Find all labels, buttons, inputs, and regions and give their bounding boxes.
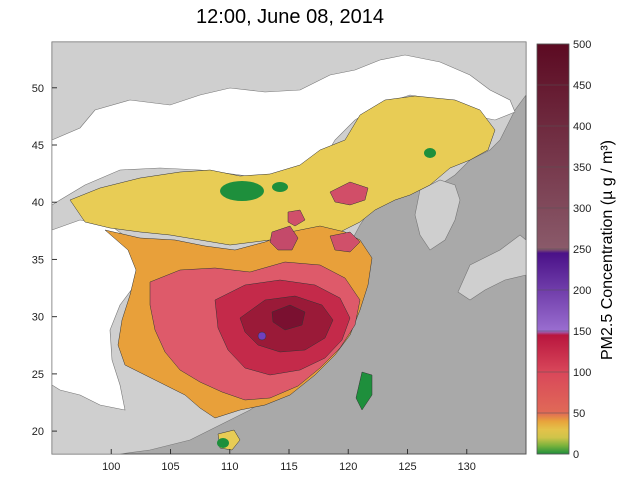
x-tick-label: 105 — [161, 461, 179, 473]
pm25-green-patch-1 — [220, 181, 264, 201]
colorbar-tick-label: 350 — [573, 162, 591, 174]
colorbar-ticks: 0 50 100 150 200 250 300 350 400 450 500 — [537, 39, 591, 461]
japan-islands — [457, 234, 527, 301]
x-tick-label: 100 — [102, 461, 120, 473]
x-tick-label: 115 — [280, 461, 298, 473]
taiwan-island — [355, 371, 373, 411]
colorbar-tick-label: 300 — [573, 203, 591, 215]
y-tick-label: 25 — [32, 369, 44, 381]
colorbar: 0 50 100 150 200 250 300 350 400 450 500 PM2.5 Con… — [536, 39, 616, 461]
x-tick-label: 110 — [221, 461, 239, 473]
colorbar-tick-label: 100 — [573, 367, 591, 379]
map-title: 12:00, June 08, 2014 — [196, 6, 384, 28]
x-tick-label: 130 — [458, 461, 476, 473]
y-tick-label: 35 — [32, 254, 44, 266]
pm25-field-beijing — [329, 181, 369, 206]
pm25-field-shandong — [329, 231, 361, 253]
pm25-field-yellow — [69, 95, 496, 246]
pm25-hotspot-purple — [257, 331, 267, 341]
y-tick-label: 20 — [32, 426, 44, 438]
map-panel — [51, 41, 527, 455]
y-tick-label: 40 — [32, 197, 44, 209]
colorbar-tick-label: 500 — [573, 39, 591, 51]
pm25-field-hebei — [269, 225, 299, 251]
y-tick-label: 45 — [32, 140, 44, 152]
x-axis: 100 105 110 115 120 125 130 — [102, 449, 476, 473]
pm25-green-patch-3 — [424, 148, 436, 158]
korea-peninsula — [414, 179, 461, 251]
pm25-field-hebei-2 — [287, 209, 306, 227]
colorbar-tick-label: 250 — [573, 244, 591, 256]
hainan-green-patch — [217, 438, 229, 448]
region-white-mongolia — [51, 54, 516, 206]
colorbar-tick-label: 0 — [573, 449, 579, 461]
x-tick-label: 120 — [339, 461, 357, 473]
colorbar-tick-label: 150 — [573, 326, 591, 338]
colorbar-tick-label: 200 — [573, 285, 591, 297]
pm25-green-patch-2 — [272, 182, 288, 192]
colorbar-tick-label: 50 — [573, 408, 585, 420]
colorbar-tick-label: 450 — [573, 80, 591, 92]
y-tick-label: 50 — [32, 83, 44, 95]
colorbar-tick-label: 400 — [573, 121, 591, 133]
region-white-tibet — [51, 219, 141, 411]
y-axis: 20 25 30 35 40 45 50 — [32, 83, 57, 438]
x-tick-label: 125 — [398, 461, 416, 473]
colorbar-title: PM2.5 Concentration (µ g / m³) — [599, 140, 616, 360]
pm25-field-core — [271, 304, 306, 331]
y-tick-label: 30 — [32, 312, 44, 324]
